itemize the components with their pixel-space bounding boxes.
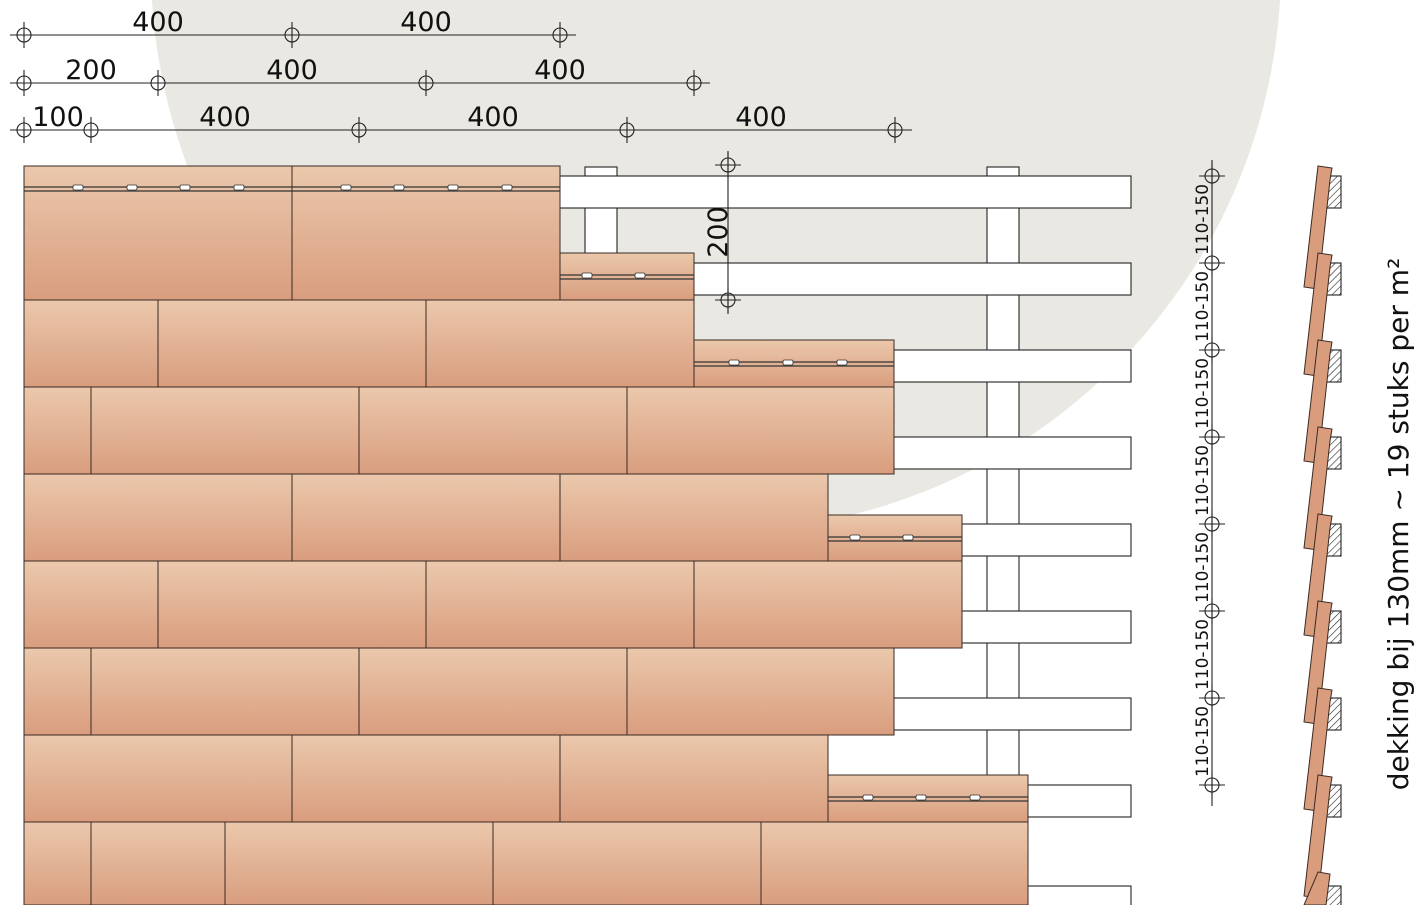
nail-hole [782,359,794,366]
dim-row3-label-3: 400 [467,102,519,133]
dim-row2-label-3: 400 [534,55,586,86]
tile [291,734,561,823]
nail-hole [179,184,191,191]
tile [559,473,829,562]
spacing-label: 110-150 [1193,445,1213,516]
tile [23,386,92,475]
spacing-label: 110-150 [1193,532,1213,603]
spacing-label: 110-150 [1193,358,1213,429]
tile [23,734,293,823]
tile [827,774,1029,823]
roof-tiles [23,165,1029,905]
tile [23,647,92,736]
tile [157,299,427,388]
tile [90,821,226,905]
nail-hole [340,184,352,191]
dim-row3-label-1: 100 [32,102,84,133]
section-tile [1303,252,1333,377]
batten-spacing-labels: 110-150 110-150 110-150 110-150 110-150 110-1… [1193,184,1213,777]
tile [425,299,695,388]
tile [559,734,829,823]
spacing-label: 110-150 [1193,271,1213,342]
tile [358,386,628,475]
nail-hole [728,359,740,366]
tile [23,560,159,649]
section-tile [1303,774,1333,899]
dim-row2-label-1: 200 [65,55,117,86]
dim-row3-label-4: 400 [735,102,787,133]
nail-hole [501,184,513,191]
tile [358,647,628,736]
tile [23,821,92,905]
nail-hole [969,794,981,801]
nail-hole [72,184,84,191]
tile [425,560,695,649]
nail-hole [393,184,405,191]
tile [291,165,561,301]
dim-row1-label-2: 400 [400,7,452,38]
tile [157,560,427,649]
nail-hole [849,534,861,541]
dim-row1-label-1: 400 [132,7,184,38]
nail-hole [634,272,646,279]
tile [90,386,360,475]
tile [23,473,293,562]
tile [90,647,360,736]
section-tile [1303,426,1333,551]
tile [224,821,494,905]
tile [559,252,695,301]
tile [760,821,1029,905]
section-tile [1303,165,1333,290]
dim-row3-label-2: 400 [199,102,251,133]
spacing-label: 110-150 [1193,706,1213,777]
section-tile [1303,339,1333,464]
tile [693,560,963,649]
batten [539,175,1132,209]
dimension-lines [10,22,912,314]
tile [626,386,895,475]
nail-hole [902,534,914,541]
horizontal-dimension-labels: 400 400 200 400 400 100 400 400 400 [32,7,787,133]
section-tile [1303,513,1333,638]
tile [492,821,762,905]
dim-row2-label-2: 400 [266,55,318,86]
batten-spacing-dimension [1199,160,1225,806]
nail-hole [915,794,927,801]
side-section [1303,165,1342,905]
tile [827,514,963,562]
section-tile [1303,687,1333,812]
coverage-note: dekking bij 130mm ~ 19 stuks per m² [1382,258,1415,791]
tile [626,647,895,736]
tile [291,473,561,562]
dim-vertical-label: 200 [703,206,734,258]
section-tile [1303,600,1333,725]
nail-hole [862,794,874,801]
tile [23,165,293,301]
tile [23,299,159,388]
nail-hole [447,184,459,191]
nail-hole [233,184,245,191]
tile [693,339,895,388]
nail-hole [126,184,138,191]
spacing-label: 110-150 [1193,619,1213,690]
spacing-label: 110-150 [1193,184,1213,255]
nail-hole [836,359,848,366]
nail-hole [581,272,593,279]
section-tile [1303,871,1331,905]
